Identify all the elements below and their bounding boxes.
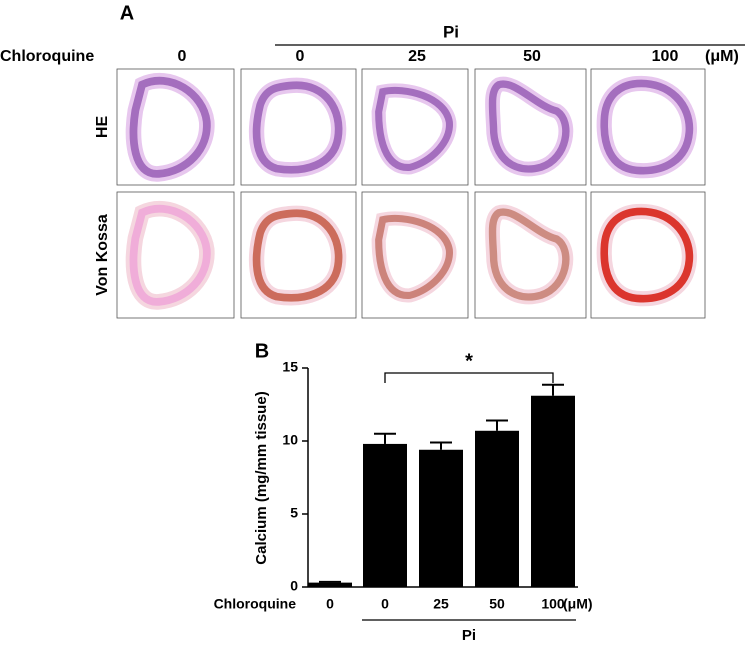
bar	[531, 395, 575, 587]
vessel-wall	[129, 76, 211, 178]
vessel-wall	[375, 86, 453, 171]
vessel-wall	[600, 207, 694, 303]
y-tick-label: 0	[290, 578, 298, 594]
vessel-image	[596, 203, 697, 307]
vessel-wall	[252, 81, 343, 174]
vessel-image	[371, 211, 457, 303]
group-label: Pi	[462, 627, 476, 644]
x-tick-label: 50	[489, 596, 505, 612]
vessel-image	[371, 83, 457, 175]
y-axis-label: Calcium (mg/mm tissue)	[253, 391, 270, 564]
vessel-wall	[129, 204, 211, 306]
y-tick-label: 5	[290, 505, 298, 521]
vessel-wall	[488, 208, 570, 301]
vessel-image	[125, 200, 215, 310]
x-tick-label: 0	[381, 596, 389, 612]
vessel-wall	[488, 80, 570, 173]
vessel-wall	[600, 79, 694, 175]
bar	[308, 582, 352, 587]
x-row-label: Chloroquine	[214, 596, 297, 612]
vessel-image	[125, 72, 215, 182]
y-tick-label: 15	[282, 359, 298, 375]
bar	[419, 449, 463, 587]
x-unit-label: (μM)	[563, 596, 593, 612]
x-tick-label: 0	[326, 596, 334, 612]
row-label: HE	[94, 116, 111, 139]
bar	[475, 430, 519, 587]
bar	[363, 443, 407, 587]
vessel-wall	[252, 209, 343, 302]
panel-label: B	[255, 340, 269, 362]
significance-bracket	[384, 372, 554, 383]
row-label: Chloroquine	[0, 48, 94, 65]
vessel-image	[485, 76, 574, 177]
vessel-image	[485, 204, 574, 305]
column-label: 100	[652, 48, 679, 65]
x-tick-label: 25	[433, 596, 449, 612]
group-label: Pi	[443, 22, 459, 41]
vessel-image	[596, 75, 697, 179]
significance-label: *	[465, 350, 473, 372]
y-tick-label: 10	[282, 432, 298, 448]
x-tick-label: 100	[541, 596, 565, 612]
column-label: 0	[296, 48, 305, 65]
column-label: 0	[178, 48, 187, 65]
row-label: Von Kossa	[94, 214, 111, 296]
column-label: 25	[408, 48, 426, 65]
vessel-wall	[375, 214, 453, 299]
column-label: 50	[523, 48, 541, 65]
unit-label: (μM)	[705, 48, 739, 65]
vessel-image	[248, 77, 347, 178]
panel-label: A	[120, 2, 134, 24]
vessel-image	[248, 205, 347, 306]
